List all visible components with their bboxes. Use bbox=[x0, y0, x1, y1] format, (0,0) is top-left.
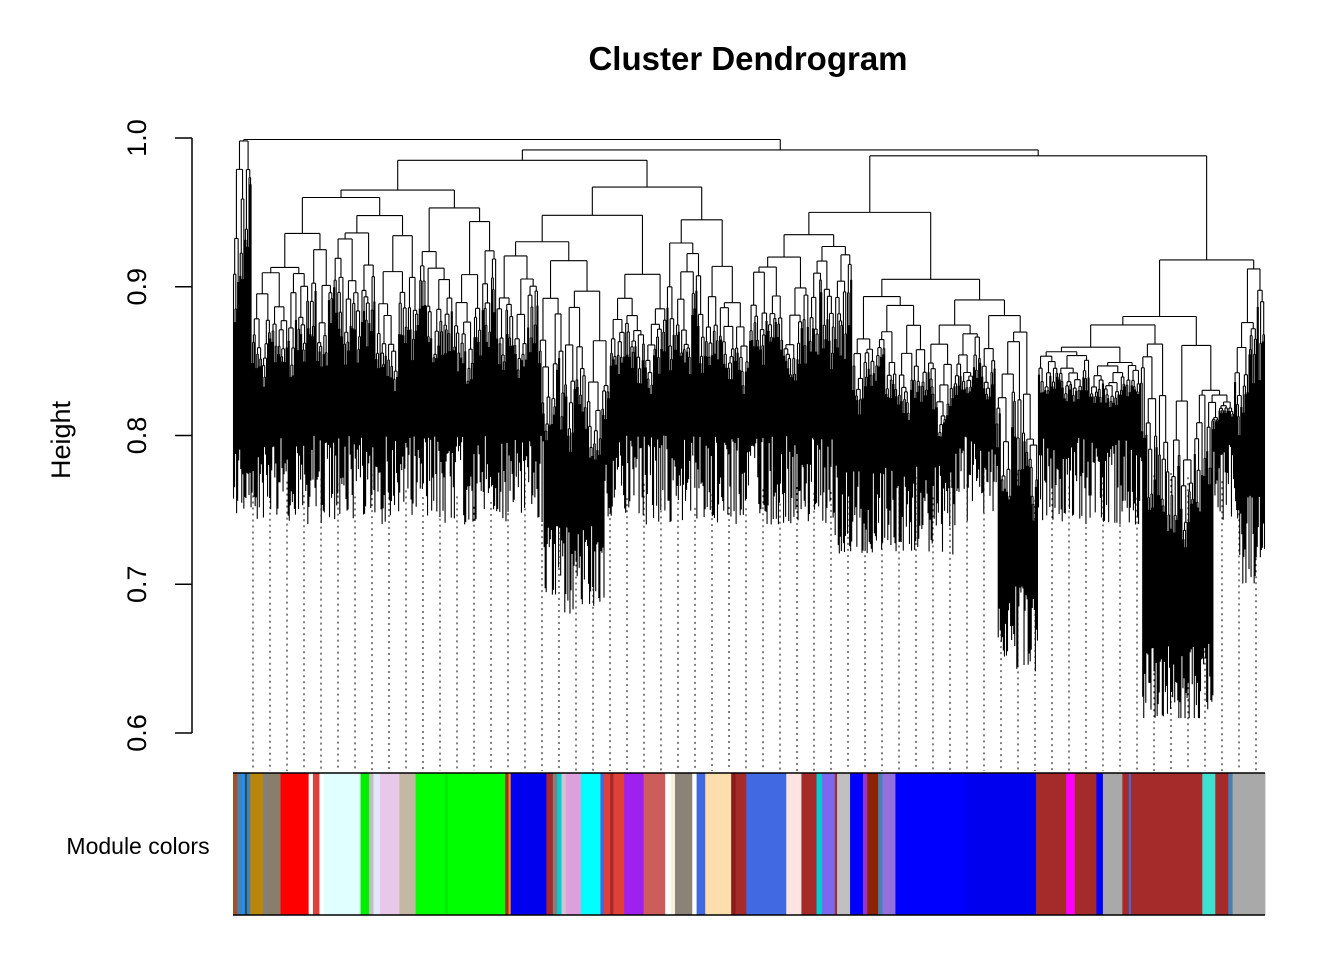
module-color-segment bbox=[705, 773, 732, 915]
module-color-segment bbox=[1228, 773, 1233, 915]
module-color-segment bbox=[280, 773, 290, 915]
module-color-segment bbox=[565, 773, 582, 915]
module-color-segment bbox=[895, 773, 968, 915]
module-color-segment bbox=[1122, 773, 1130, 915]
module-color-segment bbox=[241, 773, 246, 915]
module-color-segment bbox=[1035, 773, 1067, 915]
module-color-segment bbox=[1202, 773, 1216, 915]
module-color-segment bbox=[731, 773, 736, 915]
module-color-segment bbox=[603, 773, 611, 915]
module-color-segment bbox=[1128, 773, 1132, 915]
module-color-segment bbox=[508, 773, 512, 915]
module-color-segment bbox=[247, 773, 251, 915]
module-color-segment bbox=[369, 773, 374, 915]
module-color-segment bbox=[360, 773, 370, 915]
module-color-segment bbox=[696, 773, 706, 915]
module-color-segment bbox=[233, 773, 238, 915]
module-color-segment bbox=[557, 773, 562, 915]
module-color-band bbox=[233, 772, 1266, 916]
module-color-segment bbox=[1066, 773, 1076, 915]
module-color-segment bbox=[510, 773, 515, 915]
module-color-segment bbox=[867, 773, 879, 915]
y-tick-label: 0.9 bbox=[122, 268, 152, 306]
module-color-segment bbox=[399, 773, 417, 915]
module-color-segment bbox=[444, 773, 449, 915]
module-color-segment bbox=[415, 773, 446, 915]
y-tick-label: 1.0 bbox=[122, 119, 152, 157]
module-color-segment bbox=[624, 773, 645, 915]
module-color-segment bbox=[735, 773, 747, 915]
module-colors-label: Module colors bbox=[66, 833, 209, 859]
y-tick-label: 0.7 bbox=[122, 565, 152, 603]
module-color-segment bbox=[746, 773, 753, 915]
module-color-segment bbox=[600, 773, 605, 915]
module-color-segment bbox=[665, 773, 672, 915]
y-tick-label: 0.6 bbox=[122, 714, 152, 752]
module-color-segment bbox=[289, 773, 310, 915]
module-color-segment bbox=[319, 773, 325, 915]
module-color-segment bbox=[882, 773, 896, 915]
module-color-segment bbox=[513, 773, 547, 915]
module-color-segment bbox=[643, 773, 666, 915]
module-color-segment bbox=[379, 773, 400, 915]
module-color-segment bbox=[312, 773, 320, 915]
module-color-segment bbox=[751, 773, 787, 915]
module-color-segment bbox=[1232, 773, 1266, 915]
module-color-segment bbox=[237, 773, 243, 915]
module-color-segment bbox=[373, 773, 381, 915]
module-color-segment bbox=[323, 773, 361, 915]
module-color-segment bbox=[966, 773, 1037, 915]
module-color-segment bbox=[552, 773, 558, 915]
module-color-segment bbox=[850, 773, 864, 915]
module-color-segment bbox=[267, 773, 281, 915]
chart-title: Cluster Dendrogram bbox=[588, 40, 907, 77]
module-color-segment bbox=[692, 773, 697, 915]
module-color-segment bbox=[1102, 773, 1123, 915]
module-color-segment bbox=[580, 773, 601, 915]
y-tick-label: 0.8 bbox=[122, 417, 152, 455]
module-color-segment bbox=[250, 773, 264, 915]
y-axis-label: Height bbox=[46, 400, 76, 479]
module-color-segment bbox=[561, 773, 567, 915]
dendrogram-branch-paths bbox=[232, 138, 1266, 719]
module-color-segment bbox=[244, 773, 248, 915]
module-color-segment bbox=[837, 773, 851, 915]
module-color-segment bbox=[863, 773, 868, 915]
y-axis: 0.6 0.7 0.8 0.9 1.0 bbox=[122, 119, 193, 752]
module-color-segment bbox=[1074, 773, 1097, 915]
module-color-segment bbox=[1096, 773, 1104, 915]
module-color-segment bbox=[1131, 773, 1203, 915]
module-color-segment bbox=[610, 773, 614, 915]
module-color-segment bbox=[670, 773, 676, 915]
module-color-segment bbox=[448, 773, 506, 915]
leaf-leader-lines bbox=[252, 470, 1257, 771]
module-color-segment bbox=[801, 773, 817, 915]
module-color-segment bbox=[505, 773, 509, 915]
module-color-segment bbox=[786, 773, 802, 915]
module-color-segment bbox=[834, 773, 838, 915]
module-color-segment bbox=[674, 773, 693, 915]
dendrogram-branches bbox=[232, 138, 1266, 719]
module-color-segment bbox=[878, 773, 883, 915]
module-color-segment bbox=[308, 773, 314, 915]
module-color-segment bbox=[1215, 773, 1229, 915]
module-color-segment bbox=[821, 773, 836, 915]
module-color-segment bbox=[613, 773, 625, 915]
module-color-segment bbox=[263, 773, 268, 915]
module-color-segment bbox=[546, 773, 554, 915]
module-color-segment bbox=[816, 773, 823, 915]
